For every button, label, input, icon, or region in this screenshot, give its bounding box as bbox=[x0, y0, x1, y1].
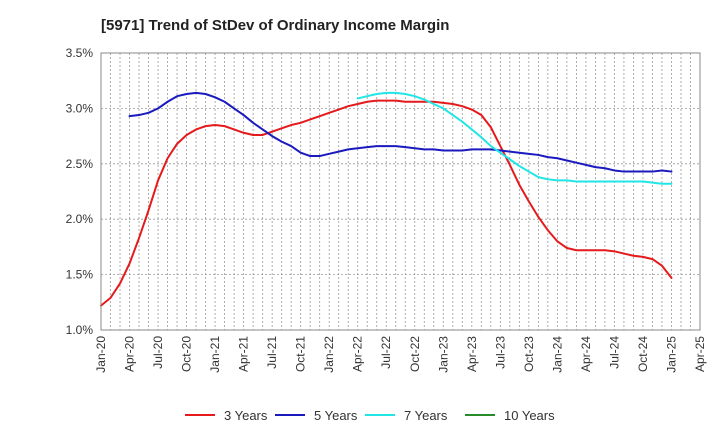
series-line-3-years bbox=[100, 99, 673, 307]
legend-label: 7 Years bbox=[404, 408, 448, 423]
y-tick-label: 1.5% bbox=[66, 268, 94, 282]
x-axis-ticks: Jan-20 Apr-20 Jul-20 Oct-20 Jan-21 Apr-21 Jul-… bbox=[94, 336, 707, 373]
grid bbox=[101, 53, 700, 330]
x-tick-label: Apr-20 bbox=[123, 336, 137, 372]
x-tick-label: Jan-24 bbox=[550, 336, 564, 373]
x-tick-label: Apr-25 bbox=[693, 336, 707, 372]
legend-label: 5 Years bbox=[314, 408, 358, 423]
x-tick-label: Jul-20 bbox=[151, 336, 165, 369]
chart-title: [5971] Trend of StDev of Ordinary Income… bbox=[101, 17, 449, 34]
x-tick-label: Oct-24 bbox=[636, 336, 650, 372]
x-tick-label: Jan-20 bbox=[94, 336, 108, 373]
legend-label: 3 Years bbox=[224, 408, 268, 423]
series-lines bbox=[100, 91, 673, 307]
x-tick-label: Apr-24 bbox=[579, 336, 593, 372]
x-tick-label: Apr-22 bbox=[351, 336, 365, 372]
x-tick-label: Oct-22 bbox=[408, 336, 422, 372]
x-tick-label: Oct-20 bbox=[180, 336, 194, 372]
x-tick-label: Jan-23 bbox=[436, 336, 450, 373]
y-tick-label: 3.0% bbox=[66, 101, 94, 115]
y-axis-ticks: 1.0% 1.5% 2.0% 2.5% 3.0% 3.5% bbox=[66, 46, 94, 337]
y-tick-label: 2.5% bbox=[66, 157, 94, 171]
legend-label: 10 Years bbox=[504, 408, 555, 423]
y-tick-label: 3.5% bbox=[66, 46, 94, 60]
x-tick-label: Jul-23 bbox=[493, 336, 507, 369]
y-tick-label: 2.0% bbox=[66, 212, 94, 226]
x-tick-label: Jan-22 bbox=[322, 336, 336, 373]
y-tick-label: 1.0% bbox=[66, 323, 94, 337]
x-tick-label: Apr-23 bbox=[465, 336, 479, 372]
x-tick-label: Jul-21 bbox=[265, 336, 279, 369]
x-tick-label: Oct-21 bbox=[294, 336, 308, 372]
x-tick-label: Jul-22 bbox=[379, 336, 393, 369]
series-line-5-years bbox=[128, 91, 673, 173]
series-line-7-years bbox=[356, 91, 673, 185]
x-tick-label: Jan-25 bbox=[664, 336, 678, 373]
x-tick-label: Oct-23 bbox=[522, 336, 536, 372]
x-tick-label: Jul-24 bbox=[607, 336, 621, 369]
plot-frame bbox=[100, 52, 701, 331]
legend: 3 Years 5 Years 7 Years 10 Years bbox=[185, 408, 555, 423]
x-tick-label: Apr-21 bbox=[237, 336, 251, 372]
x-tick-label: Jan-21 bbox=[208, 336, 222, 373]
